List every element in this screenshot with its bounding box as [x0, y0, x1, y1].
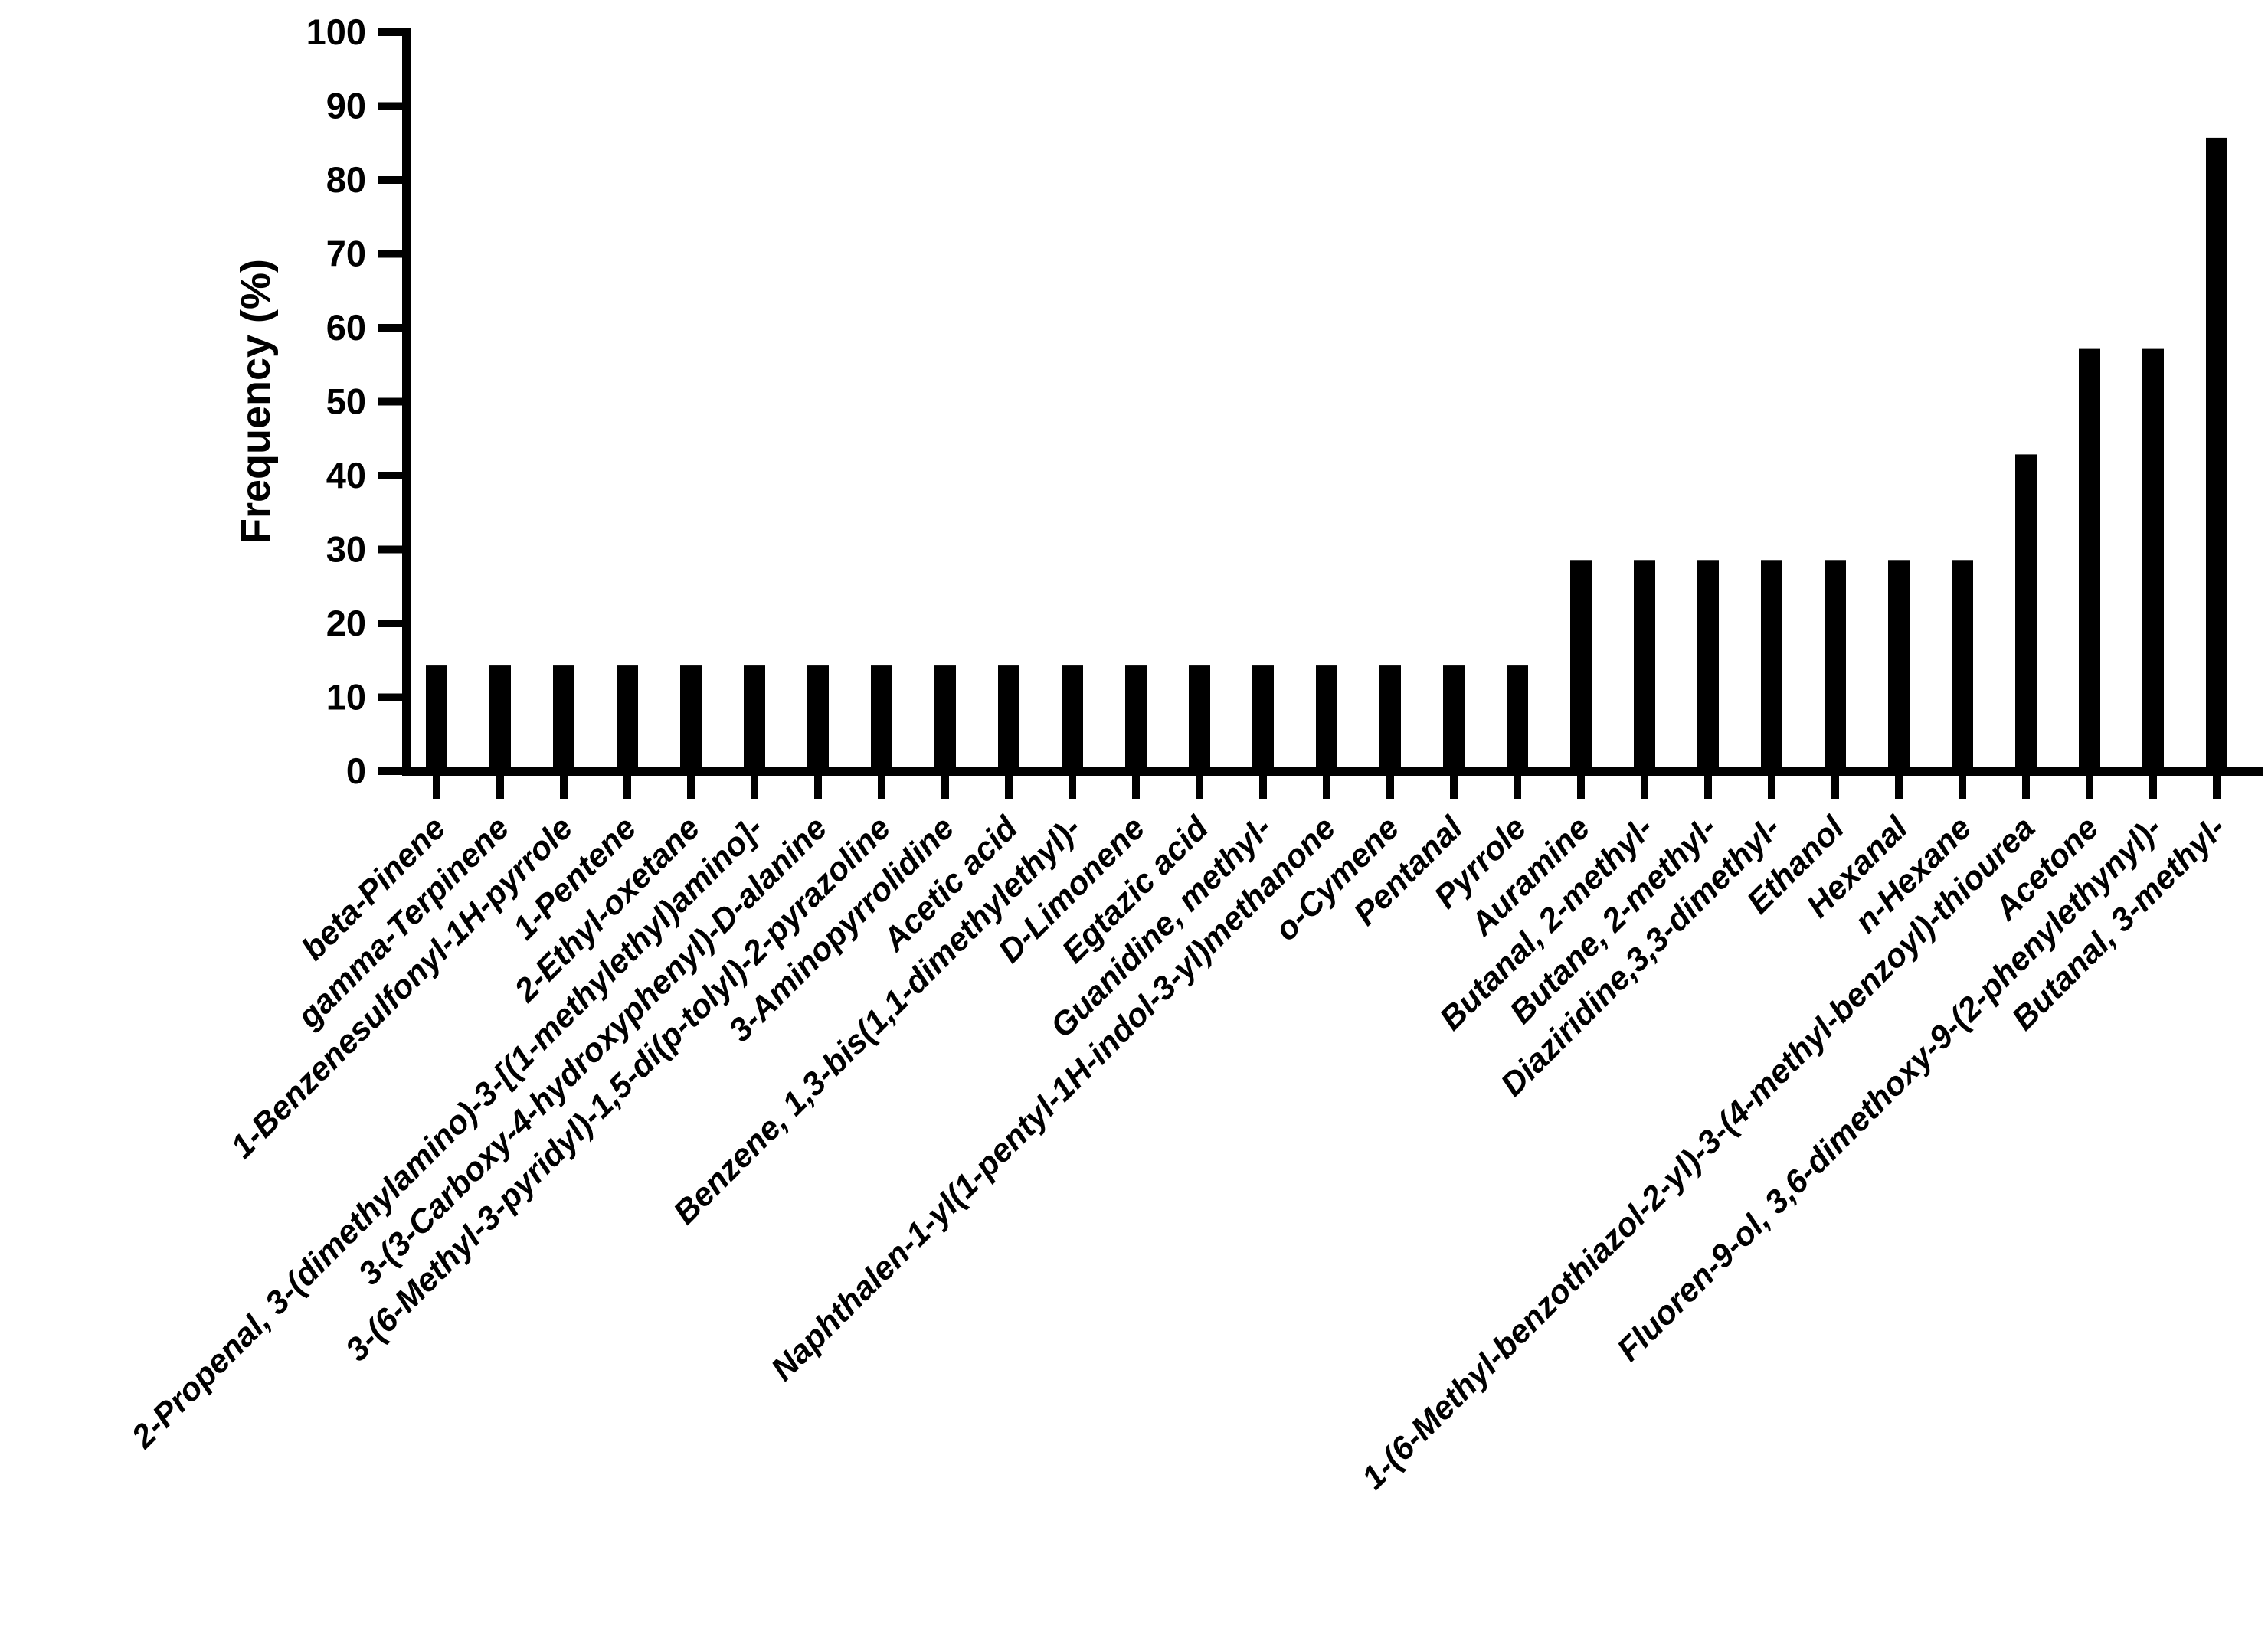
- x-tick: [1831, 776, 1839, 799]
- bar: [1761, 560, 1782, 776]
- bar: [1189, 665, 1210, 776]
- y-axis-line: [402, 28, 411, 776]
- bar: [2142, 348, 2164, 776]
- bar: [680, 665, 702, 776]
- bar: [2015, 454, 2037, 776]
- y-axis-tick-labels: 0 10 20 30 40 50 60 70 80 90 100: [306, 11, 366, 791]
- y-tick-label: 10: [326, 677, 366, 718]
- bar: [998, 665, 1019, 776]
- y-tick: [378, 28, 402, 36]
- x-tick: [1768, 776, 1775, 799]
- y-tick: [378, 176, 402, 184]
- bar: [1825, 560, 1846, 776]
- x-tick: [1196, 776, 1203, 799]
- bar: [1252, 665, 1274, 776]
- y-tick: [378, 693, 402, 701]
- x-tick: [1259, 776, 1267, 799]
- x-tick: [1386, 776, 1394, 799]
- bar: [934, 665, 956, 776]
- axes-frame: [402, 28, 2263, 776]
- x-tick: [560, 776, 568, 799]
- y-tick-label: 100: [306, 11, 366, 52]
- x-tick: [1005, 776, 1013, 799]
- y-tick-label: 70: [326, 234, 366, 274]
- x-tick: [433, 776, 440, 799]
- y-tick-label: 80: [326, 159, 366, 200]
- y-tick: [378, 545, 402, 554]
- x-tick: [2022, 776, 2030, 799]
- bar: [1507, 665, 1528, 776]
- x-tick: [814, 776, 822, 799]
- x-tick: [623, 776, 631, 799]
- y-tick: [378, 620, 402, 627]
- y-axis-title: Frequency (%): [233, 259, 279, 544]
- x-tick: [1323, 776, 1330, 799]
- x-tick: [496, 776, 504, 799]
- bar: [807, 665, 829, 776]
- y-tick: [378, 397, 402, 406]
- x-category-label: 2-Propenal, 3-(dimethylamino)-3-[(1-meth…: [124, 809, 771, 1456]
- x-tick: [1959, 776, 1966, 799]
- bar: [1634, 560, 1655, 776]
- bar: [744, 665, 765, 776]
- bar: [1443, 665, 1465, 776]
- x-tick: [1641, 776, 1648, 799]
- bar: [871, 665, 892, 776]
- y-tick-label: 20: [326, 603, 366, 643]
- bar: [617, 665, 638, 776]
- x-axis-ticks: [433, 776, 2221, 799]
- x-tick: [2213, 776, 2221, 799]
- bar: [1888, 560, 1910, 776]
- y-tick: [378, 250, 402, 258]
- bar: [2079, 348, 2100, 776]
- y-tick-label: 0: [346, 750, 366, 791]
- bar: [426, 665, 447, 776]
- y-axis-ticks: [378, 28, 402, 775]
- y-tick-label: 90: [326, 86, 366, 126]
- bar: [1952, 560, 1973, 776]
- x-tick: [1069, 776, 1076, 799]
- x-tick: [687, 776, 695, 799]
- bar: [1125, 665, 1147, 776]
- bar: [489, 665, 511, 776]
- x-tick: [1895, 776, 1903, 799]
- y-tick: [378, 472, 402, 479]
- x-axis-category-labels: beta-Pinenegamma-Terpinene1-Benzenesulfo…: [124, 809, 2233, 1496]
- y-tick-label: 40: [326, 455, 366, 495]
- bar: [553, 665, 574, 776]
- bar: [2206, 137, 2227, 776]
- bar: [1316, 665, 1337, 776]
- x-tick: [1514, 776, 1521, 799]
- y-tick-label: 30: [326, 529, 366, 570]
- x-tick: [2086, 776, 2093, 799]
- y-tick: [378, 767, 402, 775]
- x-tick: [751, 776, 758, 799]
- bars-group: [426, 137, 2227, 776]
- bar: [1062, 665, 1083, 776]
- y-tick-label: 50: [326, 381, 366, 422]
- y-tick-label: 60: [326, 307, 366, 348]
- bar: [1697, 560, 1719, 776]
- x-tick: [878, 776, 885, 799]
- y-tick: [378, 102, 402, 110]
- y-tick: [378, 324, 402, 332]
- x-tick: [1132, 776, 1140, 799]
- bar: [1570, 560, 1592, 776]
- x-tick: [1704, 776, 1712, 799]
- x-tick: [941, 776, 949, 799]
- bar: [1379, 665, 1401, 776]
- x-tick: [1450, 776, 1458, 799]
- x-tick: [2149, 776, 2157, 799]
- x-tick: [1577, 776, 1585, 799]
